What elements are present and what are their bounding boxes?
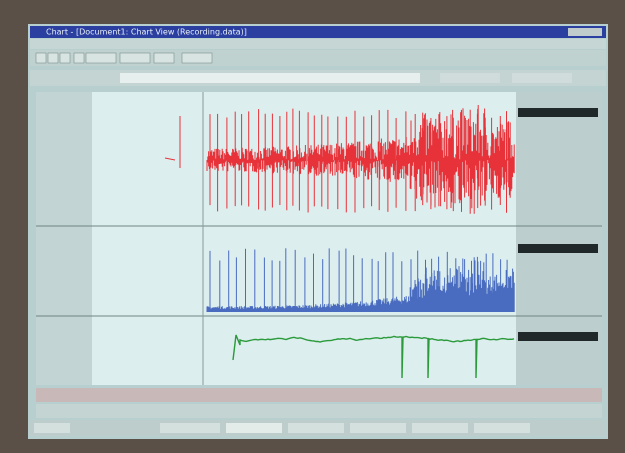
menu-bar	[30, 39, 606, 49]
channel-title[interactable]	[518, 108, 598, 117]
task-button[interactable]	[160, 423, 220, 433]
tool-button[interactable]	[74, 53, 84, 63]
units-field[interactable]	[512, 73, 572, 83]
page: Chart - [Document1: Chart View (Recordin…	[0, 0, 625, 453]
toolbar	[30, 50, 606, 66]
channel-panel	[516, 92, 602, 385]
window-buttons[interactable]	[568, 28, 602, 36]
channel-title[interactable]	[518, 332, 598, 341]
task-button[interactable]	[226, 423, 282, 433]
task-button[interactable]	[474, 423, 530, 433]
tool-button[interactable]	[60, 53, 70, 63]
scroll-bar[interactable]	[36, 388, 602, 402]
tool-button[interactable]	[120, 53, 150, 63]
task-button[interactable]	[288, 423, 344, 433]
tool-button[interactable]	[182, 53, 212, 63]
channel-title[interactable]	[518, 244, 598, 253]
tool-button[interactable]	[36, 53, 46, 63]
comment-field[interactable]	[120, 73, 420, 83]
view-controls	[36, 404, 602, 418]
tool-button[interactable]	[48, 53, 58, 63]
task-button[interactable]	[412, 423, 468, 433]
photo: Chart - [Document1: Chart View (Recordin…	[0, 0, 625, 453]
tool-button[interactable]	[86, 53, 116, 63]
window-title: Chart - [Document1: Chart View (Recordin…	[46, 28, 247, 37]
task-button[interactable]	[350, 423, 406, 433]
axis-panel	[36, 92, 92, 385]
range-field[interactable]	[440, 73, 500, 83]
start-button[interactable]	[34, 423, 70, 433]
tool-button[interactable]	[154, 53, 174, 63]
